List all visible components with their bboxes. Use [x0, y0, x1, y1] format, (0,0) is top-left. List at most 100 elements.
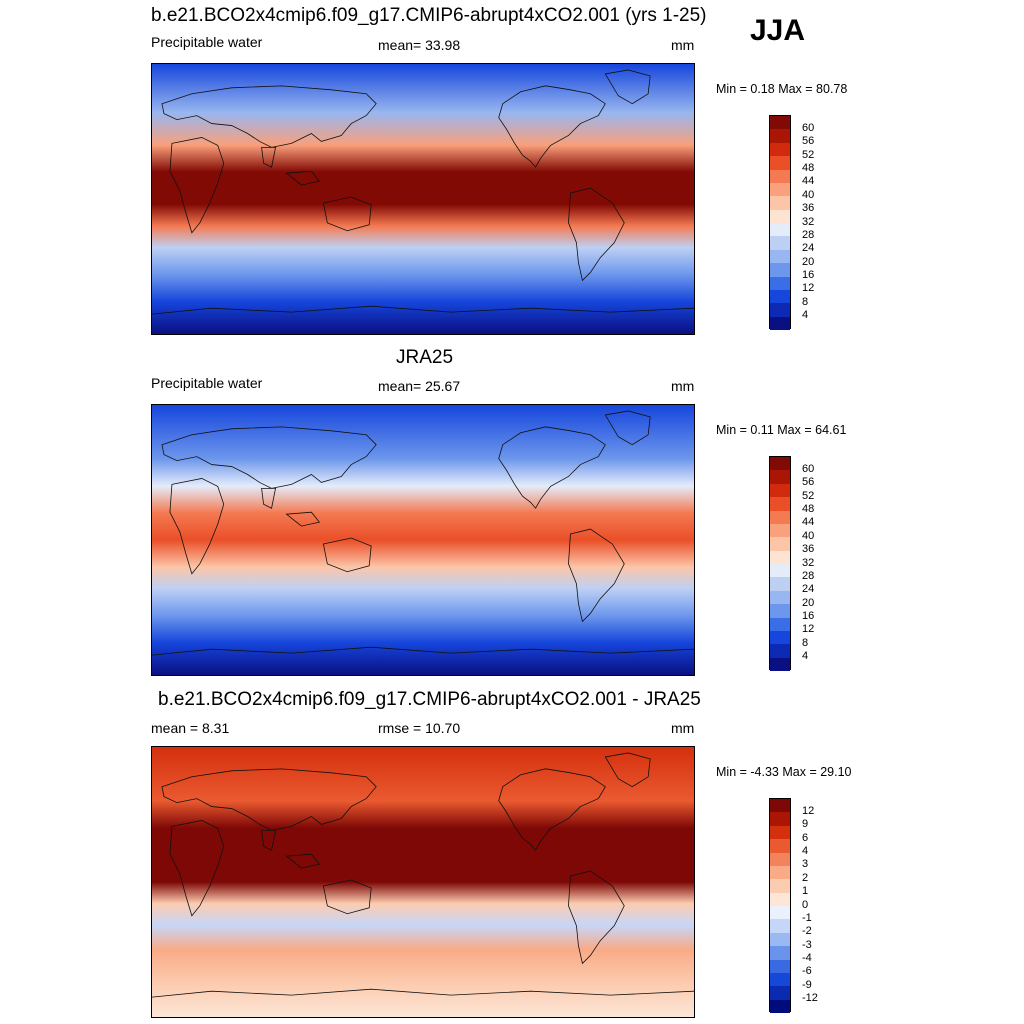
colorbar-tick-label: 56	[802, 476, 815, 489]
colorbar-swatch	[770, 590, 790, 605]
panel2-title: JRA25	[396, 347, 454, 368]
colorbar-swatch	[770, 630, 790, 645]
colorbar-tick-label: -2	[802, 925, 812, 938]
colorbar-tick-label: 3	[802, 858, 809, 871]
colorbar-tick-label: -12	[802, 992, 818, 1005]
coastline	[498, 426, 606, 509]
colorbar-swatch	[770, 892, 790, 906]
colorbar-tick-label: 20	[802, 255, 815, 268]
colorbar-tick-label: -6	[802, 965, 812, 978]
coastline	[568, 870, 625, 965]
map-field	[152, 747, 694, 1017]
colorbar-swatch	[770, 825, 790, 840]
colorbar-swatch	[770, 209, 790, 223]
coastline	[261, 487, 277, 509]
coastline	[169, 820, 225, 917]
colorbar-tick-label: 4	[802, 845, 809, 857]
colorbar-swatch	[770, 116, 790, 130]
field-background	[152, 405, 694, 675]
colorbar-swatch	[770, 129, 790, 143]
colorbar-swatch	[770, 249, 790, 264]
colorbar-tick-label: 16	[802, 610, 815, 622]
coastline	[604, 410, 651, 446]
coastline	[498, 85, 606, 168]
colorbar-swatch	[770, 316, 790, 330]
colorbar-tick-label: 0	[802, 898, 809, 911]
colorbar-tick-label: 48	[802, 162, 815, 174]
colorbar-tick-label: 52	[802, 489, 815, 502]
colorbar-swatch	[770, 564, 790, 578]
colorbar-tick-label: 12	[802, 623, 815, 636]
colorbar-tick-label: 36	[802, 202, 815, 215]
panel1-colorbar	[769, 115, 791, 330]
coastline	[169, 478, 225, 575]
colorbar-swatch	[770, 919, 790, 933]
colorbar-tick-label: 24	[802, 242, 815, 255]
colorbar-swatch	[770, 932, 790, 947]
colorbar-swatch	[770, 999, 790, 1013]
colorbar-swatch	[770, 236, 790, 250]
panel1-units: mm	[671, 37, 695, 53]
colorbar-tick-label: 2	[802, 871, 809, 884]
colorbar-tick-label: 56	[802, 135, 815, 148]
colorbar-tick-label: 44	[802, 516, 815, 529]
colorbar-tick-label: 6	[802, 831, 809, 844]
coastline	[285, 853, 321, 869]
season-label: JJA	[750, 14, 806, 47]
colorbar-swatch	[770, 537, 790, 551]
colorbar-swatch	[770, 617, 790, 631]
colorbar-swatch	[770, 644, 790, 658]
panel1-variable-label: Precipitable water	[151, 34, 263, 50]
colorbar-swatch	[770, 497, 790, 511]
colorbar-swatch	[770, 839, 790, 853]
colorbar-tick-label: 48	[802, 503, 815, 515]
colorbar-tick-label: 16	[802, 269, 815, 281]
colorbar-tick-label: 44	[802, 175, 815, 188]
panel2-minmax: Min = 0.11 Max = 64.61	[716, 423, 847, 437]
coastline	[568, 187, 625, 282]
colorbar-tick-label: -1	[802, 911, 812, 924]
coastline	[261, 146, 277, 168]
colorbar-swatch	[770, 959, 790, 973]
colorbar-swatch	[770, 142, 790, 157]
coastline	[161, 85, 377, 148]
map-field	[152, 405, 694, 675]
colorbar-swatch	[770, 303, 790, 317]
colorbar-swatch	[770, 972, 790, 987]
coastline	[604, 752, 651, 788]
colorbar-tick-label: 12	[802, 282, 815, 295]
colorbar-tick-label: -4	[802, 952, 812, 964]
coastline	[285, 511, 321, 527]
colorbar-tick-label: 60	[802, 121, 815, 134]
coastline	[152, 305, 694, 315]
colorbar-tick-label: 52	[802, 148, 815, 161]
colorbar-swatch	[770, 865, 790, 880]
colorbar-tick-label: 32	[802, 215, 815, 228]
colorbar-swatch	[770, 523, 790, 538]
coastline	[261, 829, 277, 851]
colorbar-tick-label: 40	[802, 529, 815, 542]
colorbar-swatch	[770, 223, 790, 237]
colorbar-swatch	[770, 799, 790, 813]
colorbar-tick-label: -9	[802, 978, 812, 991]
panel3-units: mm	[671, 720, 695, 736]
colorbar-swatch	[770, 906, 790, 920]
colorbar-swatch	[770, 169, 790, 183]
coastline	[322, 196, 372, 232]
colorbar-swatch	[770, 510, 790, 524]
coastline	[568, 528, 625, 623]
colorbar-swatch	[770, 276, 790, 290]
colorbar-tick-label: 8	[802, 636, 809, 649]
coastline	[161, 426, 377, 489]
coastline	[285, 170, 321, 186]
colorbar-tick-label: 20	[802, 596, 815, 609]
panel3-minmax: Min = -4.33 Max = 29.10	[716, 765, 852, 779]
colorbar-tick-label: 12	[802, 804, 815, 817]
panel1-title: b.e21.BCO2x4cmip6.f09_g17.CMIP6-abrupt4x…	[151, 5, 707, 26]
colorbar-tick-label: 28	[802, 228, 815, 241]
panel1-minmax: Min = 0.18 Max = 80.78	[716, 82, 848, 96]
map-field	[152, 64, 694, 334]
colorbar-tick-label: 36	[802, 543, 815, 556]
colorbar-tick-label: 4	[802, 650, 809, 663]
panel3-map	[151, 746, 695, 1018]
